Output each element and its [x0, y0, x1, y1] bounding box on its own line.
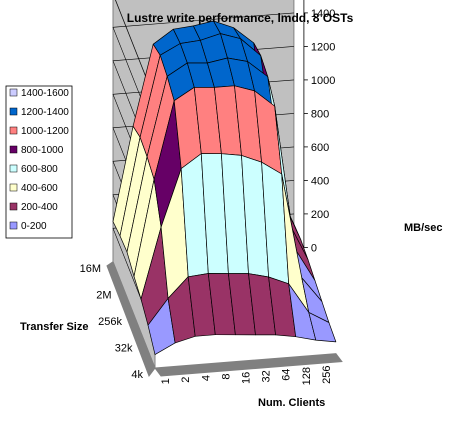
z-tick-label: 1200 [311, 41, 335, 53]
x-axis-label: Num. Clients [258, 397, 325, 409]
surface-cell [308, 312, 337, 343]
legend-swatch [9, 221, 18, 230]
y-tick-label: 2M [96, 289, 111, 301]
z-tick-label: 400 [311, 175, 329, 187]
z-tick-label: 800 [311, 108, 329, 120]
legend-label: 0-200 [21, 221, 47, 232]
legend-label: 600-800 [21, 164, 58, 175]
y-tick-label: 256k [98, 316, 122, 328]
legend: 1400-1600 1200-1400 1000-1200 800-1000 600-8… [5, 85, 73, 239]
gridline [115, 0, 156, 101]
legend-swatch [9, 126, 18, 135]
y-tick-label: 32k [115, 342, 133, 354]
legend-label: 800-1000 [21, 145, 64, 156]
legend-swatch [9, 164, 18, 173]
floor-edge [154, 353, 343, 377]
z-tick-label: 600 [311, 142, 329, 154]
z-axis-label: MB/sec [404, 222, 443, 234]
legend-label: 1200-1400 [21, 107, 69, 118]
chart-title: Lustre write performance, lmdd, 8 OSTs [127, 11, 354, 25]
z-tick-label: 200 [311, 209, 329, 221]
z-tick-label: 0 [311, 242, 317, 254]
axes: 0200400600800100012001400160012481632641… [80, 0, 335, 385]
y-tick-label: 16M [80, 263, 101, 275]
legend-swatch [9, 202, 18, 211]
x-tick-label: 2 [180, 377, 192, 383]
legend-swatch [9, 183, 18, 192]
legend-swatch [9, 145, 18, 154]
x-tick-label: 4 [200, 375, 212, 381]
y-axis-label: Transfer Size [20, 321, 88, 333]
x-tick-label: 128 [301, 367, 313, 385]
legend-label: 1000-1200 [21, 126, 69, 137]
z-tick-label: 1400 [311, 8, 335, 20]
y-tick-label: 4k [131, 369, 143, 381]
legend-label: 400-600 [21, 183, 58, 194]
surface-plot [112, 20, 337, 355]
x-tick-label: 256 [321, 365, 333, 383]
floor-side-edge [106, 261, 156, 378]
z-tick-label: 1000 [311, 75, 335, 87]
x-tick-label: 16 [240, 372, 252, 384]
x-tick-label: 32 [261, 370, 273, 382]
x-tick-label: 8 [220, 373, 232, 379]
legend-label: 1400-1600 [21, 88, 69, 99]
legend-label: 200-400 [21, 202, 58, 213]
x-tick-label: 1 [160, 378, 172, 384]
x-tick-label: 64 [281, 369, 293, 381]
legend-swatch [9, 88, 18, 97]
legend-swatch [9, 107, 18, 116]
